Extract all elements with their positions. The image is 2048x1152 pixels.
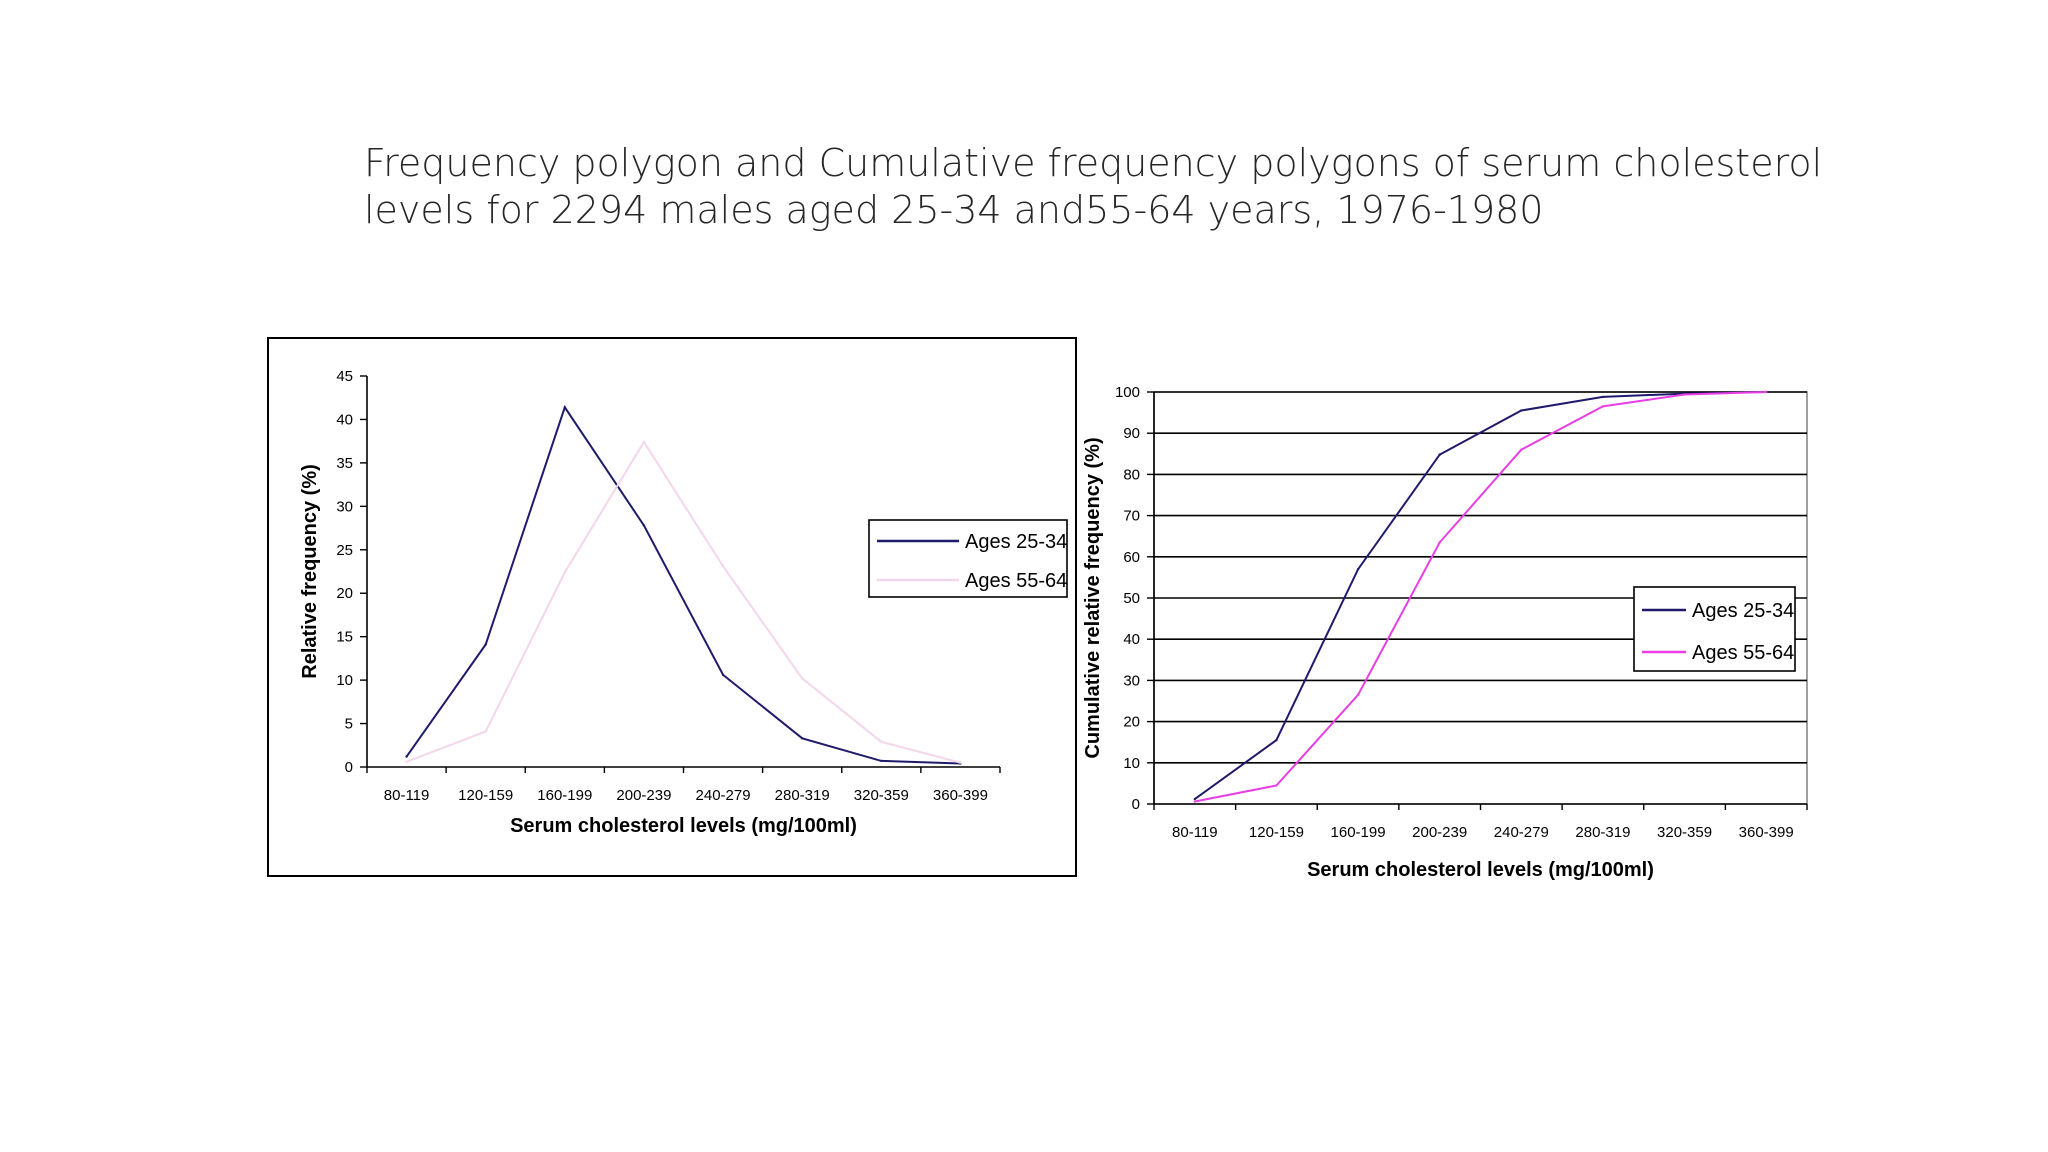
- data-point: [484, 730, 487, 733]
- x-axis-title: Serum cholesterol levels (mg/100ml): [510, 815, 857, 837]
- y-tick-label: 10: [1123, 755, 1140, 772]
- y-tick-label: 30: [1123, 672, 1140, 689]
- data-point: [1601, 395, 1605, 399]
- y-tick-label: 20: [336, 585, 353, 602]
- data-point: [1438, 541, 1441, 544]
- y-axis-title: Cumulative relative frequency (%): [1082, 437, 1104, 758]
- y-tick-label: 10: [336, 672, 353, 689]
- data-point: [642, 524, 646, 527]
- series-line-ages-25-34: [1194, 391, 1767, 800]
- y-tick-label: 0: [345, 759, 353, 776]
- y-tick-label: 40: [336, 411, 353, 428]
- data-point: [1438, 453, 1441, 456]
- data-point: [1193, 800, 1197, 803]
- y-tick-label: 0: [1132, 796, 1140, 813]
- x-axis-title: Serum cholesterol levels (mg/100ml): [1307, 859, 1654, 881]
- data-point: [1520, 448, 1523, 451]
- series-line-ages-55-64: [406, 440, 961, 764]
- x-tick-label: 200-239: [1412, 824, 1467, 841]
- legend-box: [868, 519, 1068, 598]
- y-tick-label: 40: [1123, 631, 1140, 648]
- y-axis-title: Relative frequency (%): [299, 464, 321, 679]
- data-point: [800, 737, 804, 740]
- y-tick-label: 70: [1123, 508, 1140, 525]
- legend-label-ages-55-64: Ages 55-64: [1692, 642, 1794, 664]
- data-point: [405, 760, 408, 763]
- y-tick-label: 60: [1123, 549, 1140, 566]
- data-point: [563, 406, 567, 409]
- y-tick-label: 5: [345, 716, 353, 733]
- y-tick-label: 25: [336, 542, 353, 559]
- data-point: [1601, 405, 1605, 408]
- data-point: [959, 761, 962, 764]
- data-point: [800, 677, 804, 680]
- data-point: [1275, 784, 1278, 787]
- x-tick-label: 280-319: [775, 787, 830, 804]
- data-point: [484, 643, 487, 646]
- y-tick-label: 50: [1123, 590, 1140, 607]
- data-point: [1356, 567, 1360, 571]
- data-point: [405, 755, 408, 758]
- x-tick-label: 360-399: [1739, 824, 1794, 841]
- chart-frame: [267, 337, 1077, 877]
- y-tick-label: 30: [336, 498, 353, 515]
- x-tick-label: 320-359: [1657, 824, 1712, 841]
- y-tick-label: 90: [1123, 425, 1140, 442]
- series-line-ages-55-64: [1194, 391, 1767, 803]
- data-point: [1275, 738, 1278, 742]
- x-tick-label: 280-319: [1575, 824, 1630, 841]
- x-tick-label: 360-399: [933, 787, 988, 804]
- x-tick-label: 240-279: [696, 787, 751, 804]
- slide-title-line-1: Frequency polygon and Cumulative frequen…: [364, 141, 1823, 185]
- x-tick-label: 160-199: [537, 787, 592, 804]
- data-point: [880, 759, 883, 763]
- y-tick-label: 15: [336, 629, 353, 646]
- y-tick-label: 45: [336, 368, 353, 385]
- slide-title-line-2: levels for 2294 males aged 25-34 and55-6…: [364, 188, 1544, 232]
- series-line-ages-25-34: [405, 405, 961, 765]
- x-tick-label: 80-119: [384, 787, 430, 804]
- data-point: [1683, 393, 1686, 396]
- y-tick-label: 100: [1115, 384, 1140, 401]
- legend-label-ages-25-34: Ages 25-34: [1692, 600, 1794, 622]
- data-point: [880, 740, 883, 744]
- data-point: [1520, 409, 1523, 412]
- x-tick-label: 240-279: [1494, 824, 1549, 841]
- legend-label-ages-25-34: Ages 25-34: [965, 531, 1067, 553]
- legend-box: [1633, 586, 1796, 672]
- x-tick-label: 120-159: [1249, 824, 1304, 841]
- data-point: [563, 571, 567, 574]
- y-tick-label: 20: [1123, 714, 1140, 731]
- data-point: [1356, 693, 1360, 697]
- legend-label-ages-55-64: Ages 55-64: [965, 570, 1067, 592]
- data-point: [721, 673, 725, 677]
- x-tick-label: 160-199: [1331, 824, 1386, 841]
- data-point: [721, 565, 725, 568]
- data-point: [1764, 390, 1768, 394]
- y-tick-label: 80: [1123, 466, 1140, 483]
- x-tick-label: 80-119: [1172, 824, 1218, 841]
- slide-title: Frequency polygon and Cumulative frequen…: [364, 140, 1864, 234]
- x-tick-label: 200-239: [616, 787, 671, 804]
- x-tick-label: 120-159: [458, 787, 513, 804]
- data-point: [642, 440, 646, 444]
- y-tick-label: 35: [336, 455, 353, 472]
- data-point: [1193, 797, 1197, 801]
- x-tick-label: 320-359: [854, 787, 909, 804]
